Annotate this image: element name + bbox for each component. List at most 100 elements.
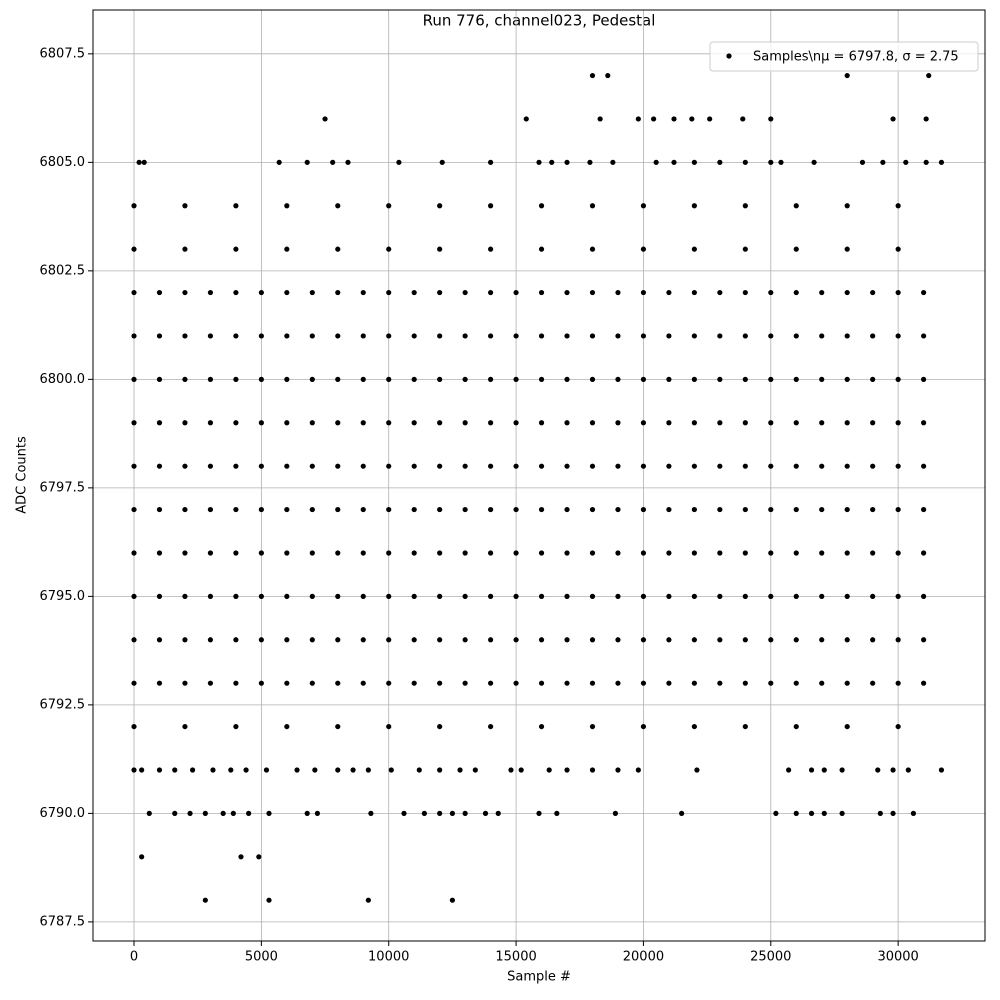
point xyxy=(309,420,315,426)
point xyxy=(258,463,264,469)
point xyxy=(793,550,799,556)
point xyxy=(717,550,723,556)
point xyxy=(350,767,356,773)
point xyxy=(210,767,216,773)
point xyxy=(437,637,443,643)
point xyxy=(742,420,748,426)
point xyxy=(136,159,142,165)
point xyxy=(707,116,713,122)
point xyxy=(416,767,422,773)
point xyxy=(258,637,264,643)
point xyxy=(233,550,239,556)
point xyxy=(666,593,672,599)
point xyxy=(172,810,178,816)
point xyxy=(615,333,621,339)
point xyxy=(437,506,443,513)
point xyxy=(870,463,876,469)
y-tick-label: 6800.0 xyxy=(40,372,86,387)
point xyxy=(233,420,239,426)
point xyxy=(905,767,911,773)
point xyxy=(309,463,315,469)
point xyxy=(793,723,799,730)
point xyxy=(182,246,188,252)
point xyxy=(768,333,774,339)
point xyxy=(844,463,850,469)
point xyxy=(437,246,443,252)
point xyxy=(386,506,392,513)
point xyxy=(360,420,366,426)
point xyxy=(304,159,310,165)
point xyxy=(870,420,876,426)
point xyxy=(640,333,647,339)
point xyxy=(462,333,468,339)
point xyxy=(462,289,468,296)
point xyxy=(488,289,494,296)
point xyxy=(360,463,366,469)
point xyxy=(717,420,723,426)
point xyxy=(258,333,264,339)
point xyxy=(895,203,901,209)
y-tick-label: 6795.0 xyxy=(40,589,86,604)
point xyxy=(844,246,850,252)
point xyxy=(360,680,366,686)
point xyxy=(671,116,677,122)
point xyxy=(386,637,392,643)
point xyxy=(230,810,236,816)
point xyxy=(131,723,137,730)
point xyxy=(538,593,545,599)
point xyxy=(131,420,137,426)
point xyxy=(890,116,896,122)
point xyxy=(691,680,697,686)
point xyxy=(335,723,341,730)
point xyxy=(304,810,310,816)
point xyxy=(256,854,262,860)
point xyxy=(131,767,137,773)
y-tick-label: 6790.0 xyxy=(40,806,86,821)
point xyxy=(666,463,672,469)
point xyxy=(768,289,774,296)
point xyxy=(610,159,616,165)
point xyxy=(880,159,886,165)
point xyxy=(156,506,163,513)
point xyxy=(233,333,239,339)
point xyxy=(386,463,392,469)
point xyxy=(666,289,672,296)
point xyxy=(666,333,672,339)
point xyxy=(717,376,723,382)
point xyxy=(202,897,208,903)
point xyxy=(488,550,494,556)
point xyxy=(793,289,799,296)
point xyxy=(518,767,524,773)
point xyxy=(844,289,850,296)
point xyxy=(653,159,659,165)
point xyxy=(322,116,328,122)
point xyxy=(821,767,827,773)
point xyxy=(365,897,371,903)
point xyxy=(768,593,774,599)
point xyxy=(691,420,697,426)
point xyxy=(546,767,552,773)
point xyxy=(870,289,876,296)
point xyxy=(895,550,901,556)
point xyxy=(411,376,417,382)
legend-marker xyxy=(726,53,732,59)
point xyxy=(691,463,697,469)
point xyxy=(488,420,494,426)
point xyxy=(513,333,519,339)
point xyxy=(844,420,850,426)
point xyxy=(844,376,850,382)
point xyxy=(694,767,700,773)
point xyxy=(156,637,163,643)
point xyxy=(437,723,443,730)
point xyxy=(437,593,443,599)
point xyxy=(821,810,827,816)
x-tick-label: 10000 xyxy=(368,950,409,965)
point xyxy=(564,333,570,339)
point xyxy=(207,506,214,513)
point xyxy=(488,463,494,469)
point xyxy=(513,550,519,556)
point xyxy=(844,333,850,339)
point xyxy=(615,637,621,643)
point xyxy=(513,463,519,469)
